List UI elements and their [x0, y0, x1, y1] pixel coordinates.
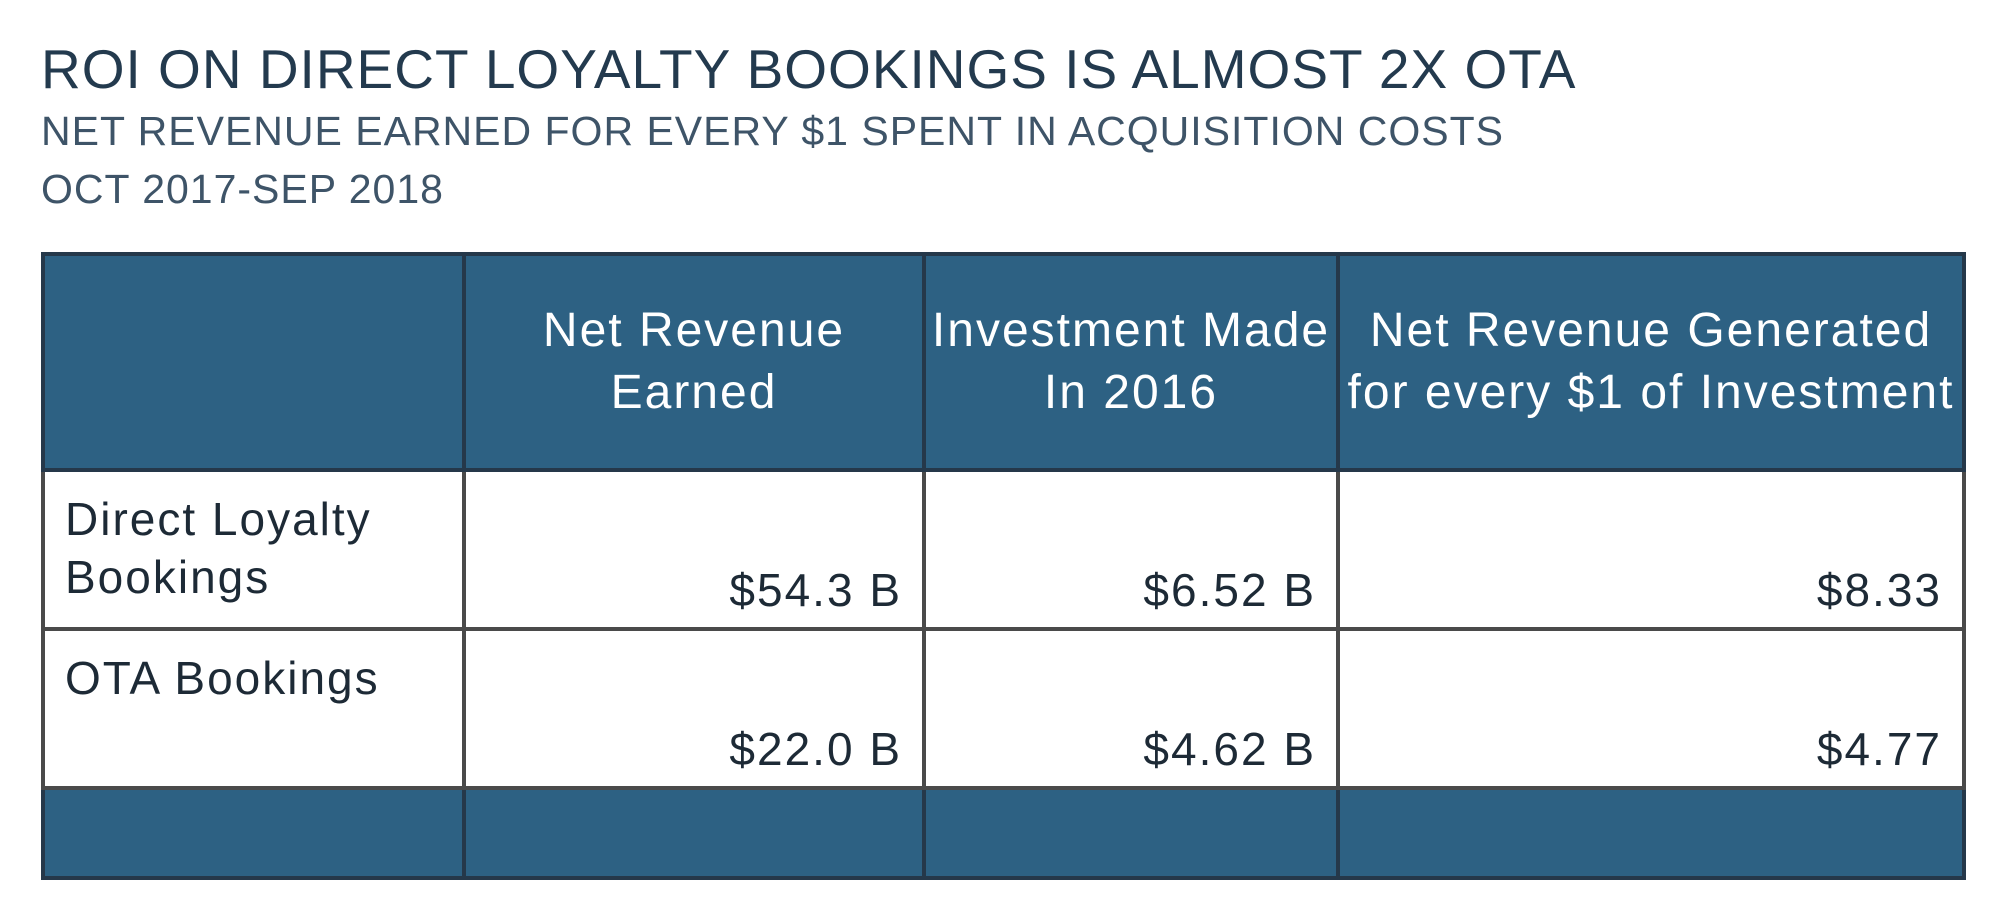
row-label-direct-loyalty: Direct Loyalty Bookings [41, 468, 466, 631]
chart-header: ROI ON DIRECT LOYALTY BOOKINGS IS ALMOST… [41, 36, 1576, 218]
footer-cell [462, 786, 926, 880]
header-empty-cell [41, 252, 466, 472]
table-row: Direct Loyalty Bookings $54.3 B $6.52 B … [41, 468, 1966, 631]
roi-table: Net Revenue Earned Investment Made In 20… [41, 252, 1966, 880]
cell-ota-net-revenue: $22.0 B [462, 627, 926, 790]
chart-title: ROI ON DIRECT LOYALTY BOOKINGS IS ALMOST… [41, 38, 1577, 100]
table-row: OTA Bookings $22.0 B $4.62 B $4.77 [41, 627, 1966, 790]
chart-subtitle: NET REVENUE EARNED FOR EVERY $1 SPENT IN… [41, 108, 1504, 154]
row-label-ota: OTA Bookings [41, 627, 466, 790]
footer-cell [1336, 786, 1966, 880]
cell-ota-roi: $4.77 [1336, 627, 1966, 790]
header-net-revenue-earned: Net Revenue Earned [462, 252, 926, 472]
cell-direct-investment: $6.52 B [922, 468, 1340, 631]
chart-period: OCT 2017-SEP 2018 [41, 166, 444, 212]
cell-direct-net-revenue: $54.3 B [462, 468, 926, 631]
cell-ota-investment: $4.62 B [922, 627, 1340, 790]
table-footer-row [41, 786, 1966, 880]
cell-direct-roi: $8.33 [1336, 468, 1966, 631]
header-net-revenue-per-dollar: Net Revenue Generated for every $1 of In… [1336, 252, 1966, 472]
table-header-row: Net Revenue Earned Investment Made In 20… [41, 252, 1966, 472]
footer-cell [41, 786, 466, 880]
footer-cell [922, 786, 1340, 880]
header-investment-made: Investment Made In 2016 [922, 252, 1340, 472]
